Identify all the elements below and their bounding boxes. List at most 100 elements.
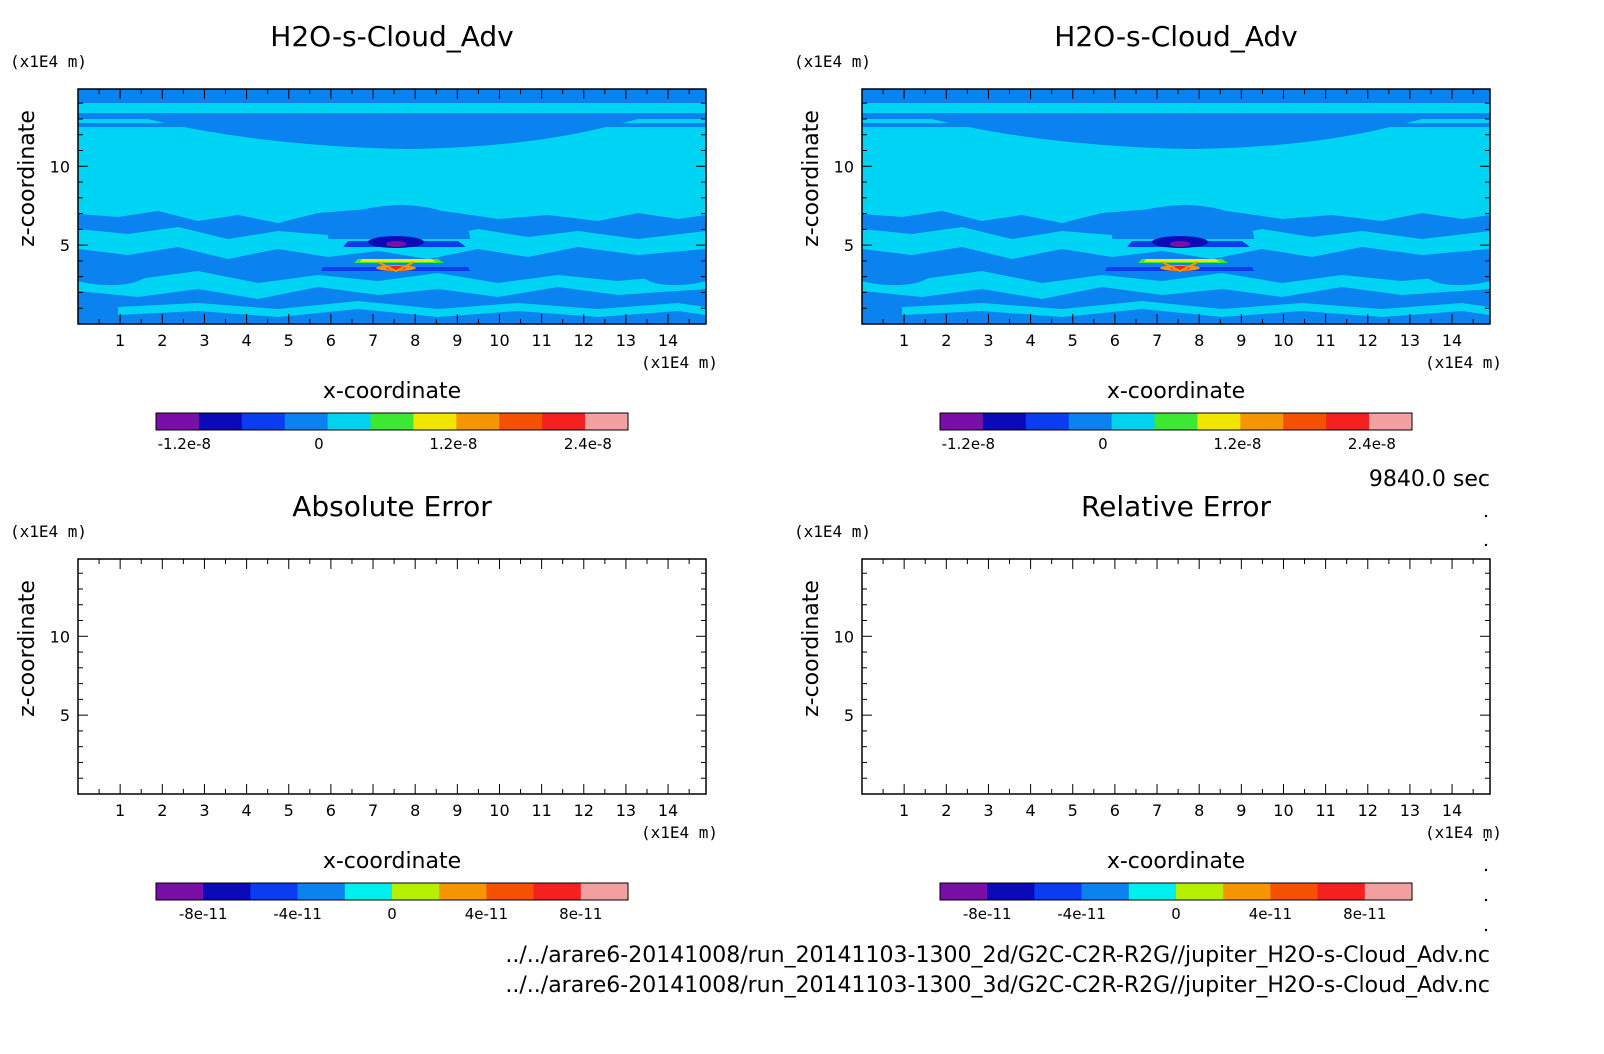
- colorbar-swatch: [1025, 413, 1070, 430]
- x-tick-label: 14: [1442, 331, 1462, 350]
- colorbar-swatch: [982, 413, 1027, 430]
- edge-dot: [1484, 543, 1488, 547]
- x-tick-label: 7: [368, 801, 378, 820]
- x-tick-label: 6: [1110, 801, 1120, 820]
- colorbar-swatch: [241, 413, 286, 430]
- y-tick-label: 10: [50, 157, 70, 176]
- x-tick-label: 12: [1358, 801, 1378, 820]
- colorbar-swatch: [456, 413, 500, 430]
- y-axis-label: z-coordinate: [799, 580, 824, 717]
- colorbar-swatch: [533, 883, 582, 900]
- x-tick-label: 13: [1400, 331, 1420, 350]
- x-tick-label: 9: [452, 801, 462, 820]
- colorbar-swatch: [1197, 413, 1241, 430]
- x-tick-label: 2: [157, 331, 167, 350]
- y-tick-label: 5: [60, 236, 70, 255]
- filled-contour: [78, 89, 706, 324]
- colorbar-swatch: [1240, 413, 1284, 430]
- x-tick-label: 2: [157, 801, 167, 820]
- x-tick-label: 3: [199, 331, 209, 350]
- colorbar-tick-label: -4e-11: [1057, 905, 1106, 923]
- x-tick-label: 11: [1315, 801, 1335, 820]
- y-unit-label: (x1E4 m): [794, 52, 871, 71]
- plot-frame: [77, 558, 707, 795]
- colorbar: -8e-11 -4e-11 0 4e-11 8e-11: [155, 882, 629, 923]
- colorbar-swatch: [1111, 413, 1156, 430]
- colorbar-swatch: [1317, 883, 1366, 900]
- x-axis-label: x-coordinate: [1107, 379, 1245, 404]
- x-tick-label: 4: [241, 801, 251, 820]
- x-tick-label: 12: [574, 801, 594, 820]
- colorbar-swatch: [1081, 883, 1130, 900]
- colorbar-swatch: [940, 883, 988, 900]
- edge-dot: [1484, 838, 1488, 842]
- chart-panel-3: Absolute Error(x1E4 m)1 2 3 4 5 6 7 8 9 10 11 12 13 1…: [10, 490, 718, 923]
- x-tick-label: 8: [410, 331, 420, 350]
- colorbar-tick-label: -8e-11: [179, 905, 228, 923]
- colorbar-swatch: [250, 883, 299, 900]
- x-tick-label: 13: [616, 801, 636, 820]
- x-tick-label: 14: [658, 801, 678, 820]
- x-tick-label: 3: [983, 331, 993, 350]
- x-tick-label: 7: [1152, 331, 1162, 350]
- x-tick-label: 4: [1025, 801, 1035, 820]
- x-tick-label: 4: [241, 331, 251, 350]
- chart-title: H2O-s-Cloud_Adv: [1054, 20, 1297, 53]
- x-unit-label: (x1E4 m): [1425, 823, 1502, 842]
- colorbar-frame: [939, 882, 1413, 901]
- x-tick-label: 10: [1273, 801, 1293, 820]
- colorbar-tick-label: 4e-11: [1249, 905, 1292, 923]
- x-tick-label: 7: [1152, 801, 1162, 820]
- x-tick-label: 12: [1358, 331, 1378, 350]
- x-unit-label: (x1E4 m): [641, 353, 718, 372]
- x-tick-label: 12: [574, 331, 594, 350]
- y-axis-label: z-coordinate: [799, 110, 824, 247]
- colorbar-tick-label: 0: [1098, 435, 1108, 453]
- x-axis-label: x-coordinate: [1107, 849, 1245, 874]
- x-tick-label: 11: [1315, 331, 1335, 350]
- colorbar-tick-label: -1.2e-8: [158, 435, 211, 453]
- colorbar-swatch: [1223, 883, 1271, 900]
- x-tick-label: 9: [1236, 331, 1246, 350]
- colorbar-swatch: [1270, 883, 1319, 900]
- colorbar-swatch: [486, 883, 535, 900]
- x-tick-label: 13: [1400, 801, 1420, 820]
- file-path: ../../arare6-20141008/run_20141103-1300_…: [505, 973, 1490, 998]
- x-tick-label: 1: [115, 331, 125, 350]
- colorbar-tick-label: -4e-11: [273, 905, 322, 923]
- y-tick-label: 5: [844, 706, 854, 725]
- colorbar-swatch: [344, 883, 393, 900]
- x-unit-label: (x1E4 m): [1425, 353, 1502, 372]
- plot-frame: [861, 88, 1491, 325]
- colorbar-swatch: [1128, 883, 1177, 900]
- colorbar-swatch: [1369, 413, 1413, 430]
- colorbar-tick-label: 1.2e-8: [1213, 435, 1261, 453]
- y-axis-label: z-coordinate: [15, 580, 40, 717]
- x-tick-label: 1: [899, 331, 909, 350]
- colorbar-tick-label: 0: [1171, 905, 1181, 923]
- filled-contour: [862, 89, 1490, 324]
- colorbar-swatch: [1034, 883, 1083, 900]
- colorbar-swatch: [284, 413, 329, 430]
- x-tick-label: 13: [616, 331, 636, 350]
- colorbar-tick-label: -1.2e-8: [942, 435, 995, 453]
- plot-frame: [861, 558, 1491, 795]
- edge-dot: [1484, 898, 1488, 902]
- colorbar: -1.2e-8 0 1.2e-8 2.4e-8: [939, 412, 1413, 453]
- colorbar-swatch: [580, 883, 629, 900]
- colorbar-swatch: [370, 413, 414, 430]
- y-tick-label: 10: [50, 627, 70, 646]
- x-tick-label: 3: [199, 801, 209, 820]
- y-unit-label: (x1E4 m): [10, 52, 87, 71]
- plot-frame: [77, 88, 707, 325]
- x-tick-label: 6: [326, 331, 336, 350]
- colorbar-frame: [939, 412, 1413, 431]
- colorbar-swatch: [1364, 883, 1413, 900]
- y-unit-label: (x1E4 m): [10, 522, 87, 541]
- colorbar-swatch: [585, 413, 629, 430]
- x-tick-label: 11: [531, 801, 551, 820]
